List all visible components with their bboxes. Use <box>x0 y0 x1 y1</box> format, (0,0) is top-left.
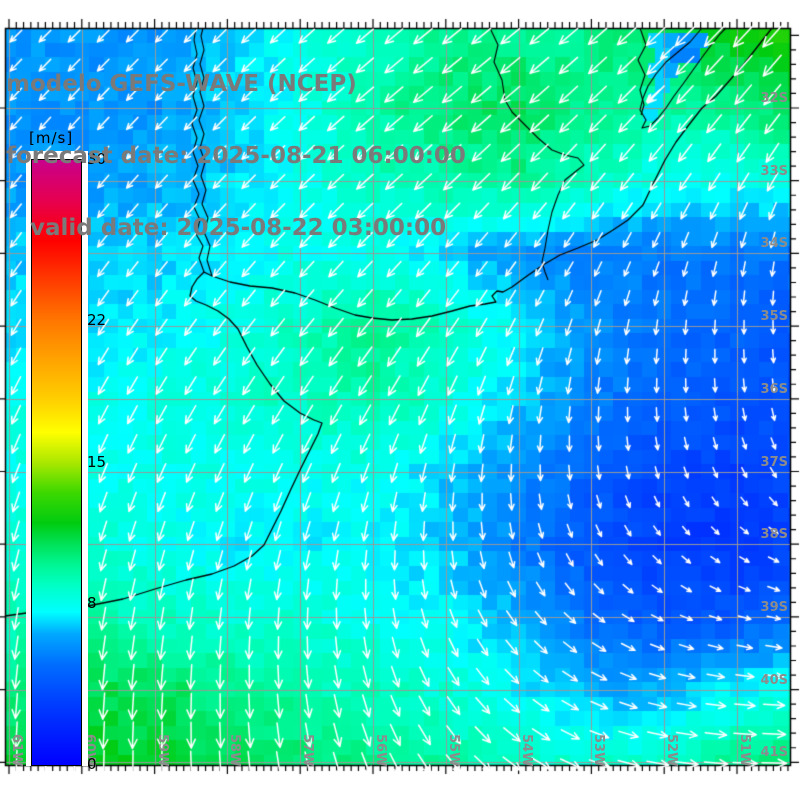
lat-label-38S: 38S <box>760 527 788 543</box>
lat-label-39S: 39S <box>760 599 788 615</box>
lon-label-52W: 52W <box>664 734 680 767</box>
colorbar-tick-0: 0 <box>87 755 97 773</box>
lat-label-36S: 36S <box>760 381 788 397</box>
lon-label-54W: 54W <box>518 734 534 767</box>
lon-label-55W: 55W <box>445 734 461 767</box>
colorbar-tick-8: 8 <box>87 593 97 612</box>
lon-label-56W: 56W <box>373 734 388 767</box>
title-line-model: modelo GEFS-WAVE (NCEP) <box>6 71 357 97</box>
lat-label-34S: 34S <box>760 236 788 252</box>
map-title: modelo GEFS-WAVE (NCEP) forecast date: 2… <box>6 24 466 288</box>
lon-label-61W: 61W <box>9 734 24 767</box>
colorbar <box>31 159 82 766</box>
lon-label-58W: 58W <box>227 734 243 767</box>
lat-label-40S: 40S <box>760 672 788 688</box>
colorbar-tick-15: 15 <box>87 452 107 471</box>
title-line-valid-date: valid date: 2025-08-22 03:00:00 <box>6 215 447 241</box>
colorbar-unit-label: [m/s] <box>29 129 74 147</box>
lon-label-57W: 57W <box>300 734 316 767</box>
lat-label-37S: 37S <box>760 454 788 470</box>
colorbar-tick-22: 22 <box>87 311 107 330</box>
colorbar-tick-30: 30 <box>87 150 107 168</box>
lat-label-33S: 33S <box>760 163 788 179</box>
lat-label-32S: 32S <box>760 91 788 106</box>
lat-label-35S: 35S <box>760 309 788 325</box>
title-line-forecast-date: forecast date: 2025-08-21 06:00:00 <box>6 143 466 169</box>
lat-label-41S: 41S <box>760 745 788 761</box>
lon-label-59W: 59W <box>154 734 170 767</box>
lon-label-53W: 53W <box>591 734 607 767</box>
